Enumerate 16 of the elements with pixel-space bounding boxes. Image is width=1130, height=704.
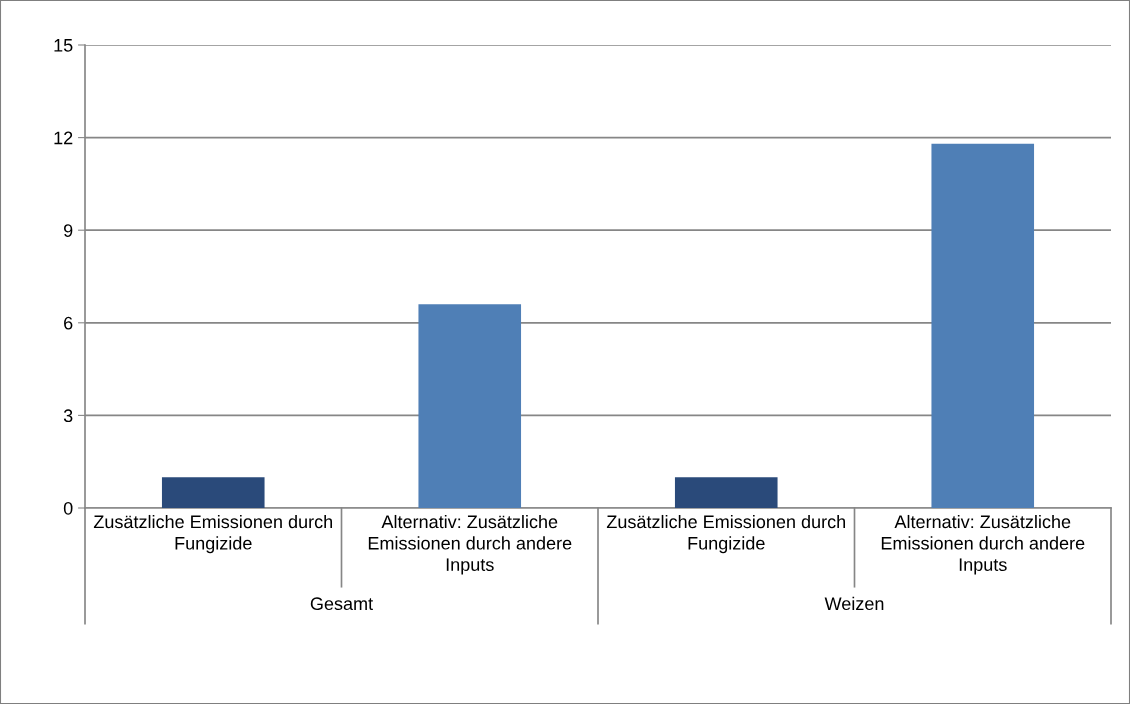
x-tick-label: Zusätzliche Emissionen durch Fungizide (93, 514, 333, 554)
x-tick-label: Zusätzliche Emissionen durch Fungizide (606, 514, 846, 554)
x-tick-label: Alternativ: Zusätzliche Emissionen durch andere Inputs (881, 514, 1085, 575)
bar (931, 143, 1035, 508)
y-tick-label: 6 (64, 316, 73, 330)
bar (418, 304, 522, 508)
x-tick-label: Alternativ: Zusätzliche Emissionen durch andere Inputs (368, 514, 572, 575)
y-tick-label: 0 (63, 501, 73, 515)
y-tick-label: 15 (54, 39, 73, 52)
bar (674, 477, 778, 508)
text: Gesamt (310, 597, 373, 611)
text: Weizen (824, 596, 884, 611)
y-tick-label: 9 (64, 224, 73, 237)
y-tick-label: 3 (63, 409, 73, 423)
bar (161, 477, 265, 508)
y-tick-label: 12 (54, 131, 73, 145)
